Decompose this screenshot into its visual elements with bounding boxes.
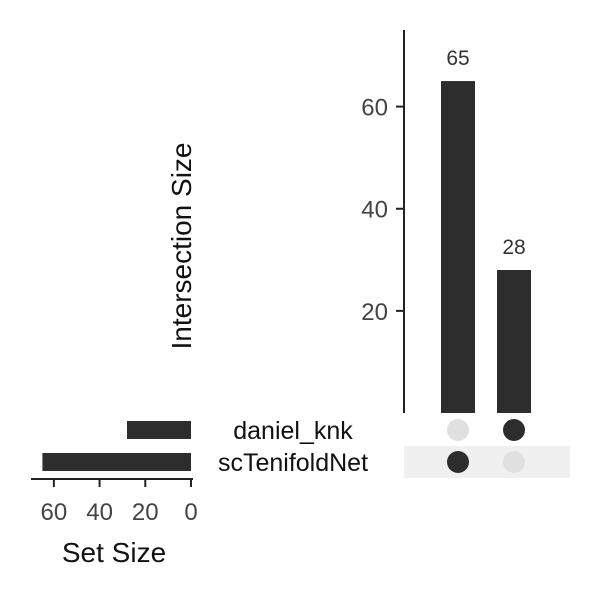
matrix-dot-active	[447, 451, 469, 473]
x-tick-label: 0	[184, 499, 197, 526]
x-tick-label: 20	[132, 499, 159, 526]
x-tick-label: 60	[41, 499, 68, 526]
y-tick-label: 60	[361, 95, 388, 122]
y-axis-title: Intersection Size	[166, 143, 197, 350]
x-tick-label: 40	[86, 499, 113, 526]
intersection-size-panel: 20 40 60 Intersection Size 65 28	[166, 30, 531, 414]
bar-value-label: 65	[446, 47, 469, 70]
y-tick-label: 20	[361, 299, 388, 326]
set-size-bar	[127, 421, 191, 439]
set-size-panel: 60 40 20 0 Set Size	[31, 421, 198, 568]
intersection-bar	[497, 270, 531, 413]
y-tick-label: 40	[361, 197, 388, 224]
set-label: daniel_knk	[233, 417, 353, 445]
set-labels: daniel_knk scTenifoldNet	[218, 417, 368, 477]
x-axis-title: Set Size	[62, 537, 166, 568]
set-label: scTenifoldNet	[218, 449, 368, 477]
intersection-bar	[441, 81, 475, 414]
membership-matrix	[404, 419, 570, 478]
bar-value-label: 28	[502, 236, 525, 259]
matrix-dot-inactive	[447, 419, 469, 441]
matrix-dot-inactive	[503, 451, 525, 473]
set-size-bar	[42, 453, 191, 471]
matrix-row-stripe	[404, 446, 570, 478]
matrix-dot-active	[503, 419, 525, 441]
